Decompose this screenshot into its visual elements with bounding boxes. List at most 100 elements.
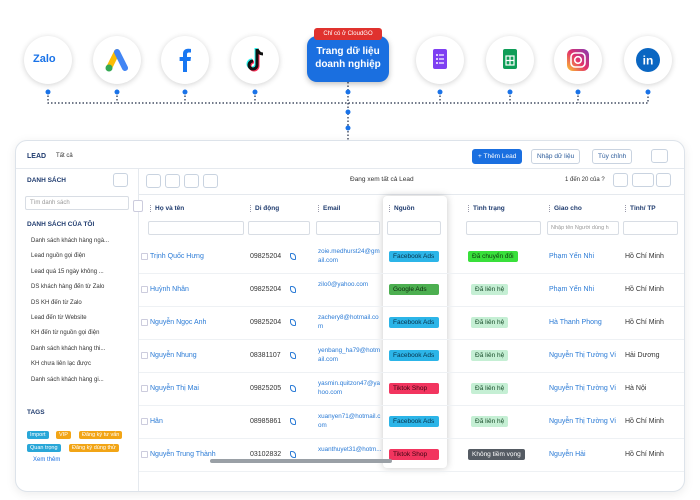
assignee[interactable]: Nguyễn Thị Tường Vi: [549, 385, 616, 392]
sort-handle: [150, 205, 152, 212]
call-icon[interactable]: [290, 352, 296, 359]
list-item[interactable]: Danh sách khách hàng thi...: [31, 345, 106, 352]
source-column-card: [383, 196, 447, 468]
row-action[interactable]: [184, 174, 199, 188]
tag[interactable]: VIP: [56, 431, 71, 439]
list-search[interactable]: Tìm danh sách: [25, 196, 129, 210]
call-icon[interactable]: [290, 286, 296, 293]
row-checkbox[interactable]: [141, 451, 148, 458]
import-button[interactable]: Nhập dữ liệu: [531, 149, 581, 164]
email[interactable]: zilo0@yahoo.com: [318, 281, 369, 288]
pagination: 1 đến 20 của ?: [565, 177, 605, 183]
call-icon[interactable]: [290, 451, 296, 458]
lead-name[interactable]: Huỳnh Nhân: [150, 286, 189, 293]
row-checkbox[interactable]: [141, 319, 148, 326]
row-checkbox[interactable]: [141, 418, 148, 425]
column-header[interactable]: Giao cho: [554, 205, 582, 212]
lead-name[interactable]: Trịnh Quốc Hưng: [150, 253, 204, 260]
list-item[interactable]: KH chưa liên lạc được: [31, 361, 91, 368]
assignee[interactable]: Hà Thanh Phong: [549, 319, 602, 326]
see-more[interactable]: Xem thêm: [33, 457, 61, 463]
sort-handle: [468, 205, 470, 212]
lead-name[interactable]: Hân: [150, 418, 163, 425]
lead-name[interactable]: Nguyễn Trung Thành: [150, 451, 216, 458]
assignee[interactable]: Nguyễn Thị Tường Vi: [549, 352, 616, 359]
assignee[interactable]: Nguyễn Thị Tường Vi: [549, 418, 616, 425]
list-item[interactable]: DS khách hàng đến từ Zalo: [31, 284, 105, 291]
column-filter[interactable]: [387, 221, 441, 235]
list-item[interactable]: DS KH đến từ Zalo: [31, 299, 82, 306]
row-checkbox[interactable]: [141, 352, 148, 359]
column-header[interactable]: Tình trạng: [473, 205, 505, 212]
add-lead-button[interactable]: + Thêm Lead: [472, 149, 523, 164]
assignee-filter-placeholder: Nhập tên Người dùng h: [551, 225, 609, 231]
source-badge: Facebook Ads: [389, 350, 439, 361]
viewing-label: Đang xem tất cả Lead: [350, 176, 414, 183]
email[interactable]: zoie.medhurst24@gmail.com: [318, 248, 380, 264]
column-filter[interactable]: [248, 221, 310, 235]
lead-name[interactable]: Nguyễn Ngọc Anh: [150, 319, 207, 326]
assignee[interactable]: Nguyễn Hải: [549, 451, 586, 458]
lead-name[interactable]: Nguyễn Nhung: [150, 352, 197, 359]
page-nav[interactable]: [613, 173, 628, 187]
list-item[interactable]: KH đến từ nguồn gọi điện: [31, 330, 100, 337]
status-badge: Đã liên hệ: [471, 416, 509, 427]
facebook-icon: [161, 36, 209, 84]
column-header[interactable]: Nguồn: [394, 205, 415, 212]
status-badge: Đã liên hệ: [471, 383, 509, 394]
row-divider: [139, 306, 684, 307]
lead-name[interactable]: Nguyễn Thị Mai: [150, 385, 199, 392]
row-checkbox[interactable]: [141, 286, 148, 293]
tag[interactable]: Đăng ký tư vấn: [79, 431, 123, 439]
row-action[interactable]: [165, 174, 180, 188]
province: Hà Nội: [625, 385, 647, 392]
column-header[interactable]: Email: [323, 205, 341, 212]
tag[interactable]: Đăng ký dùng thử: [69, 444, 119, 452]
page-nav[interactable]: [656, 173, 671, 187]
tag[interactable]: Import: [27, 431, 49, 439]
list-item[interactable]: Lead nguồn gọi điện: [31, 253, 86, 260]
province: Hồ Chí Minh: [625, 451, 664, 458]
province: Hải Dương: [625, 352, 660, 359]
list-item[interactable]: Lead quá 15 ngày không ...: [31, 268, 104, 275]
customize-button[interactable]: Tùy chỉnh: [592, 149, 633, 164]
mobile: 03102832: [250, 451, 282, 458]
column-filter[interactable]: [623, 221, 678, 235]
assignee[interactable]: Phạm Yến Nhi: [549, 286, 595, 293]
sheets-icon: [486, 36, 534, 84]
tag[interactable]: Quan trọng: [27, 444, 61, 452]
assignee[interactable]: Phạm Yến Nhi: [549, 253, 595, 260]
list-item[interactable]: Lead đến từ Website: [31, 315, 87, 321]
call-icon[interactable]: [290, 418, 296, 425]
row-checkbox[interactable]: [141, 253, 148, 260]
row-action[interactable]: [203, 174, 218, 188]
center-box: Trang dữ liệu doanh nghiệp: [307, 36, 389, 82]
list-item[interactable]: Danh sách khách hàng gi...: [31, 376, 104, 383]
column-filter[interactable]: [466, 221, 541, 235]
email[interactable]: xuanyen71@hotmail.com: [318, 413, 381, 429]
column-header[interactable]: Họ và tên: [155, 205, 185, 212]
call-icon[interactable]: [290, 319, 296, 326]
column-filter[interactable]: [148, 221, 244, 235]
my-lists-title: DANH SÁCH CỦA TÔI: [27, 221, 95, 228]
column-header[interactable]: Tỉnh/ TP: [630, 205, 656, 212]
help-button[interactable]: [651, 149, 668, 163]
row-checkbox[interactable]: [141, 385, 148, 392]
province: Hồ Chí Minh: [625, 418, 664, 425]
add-list-button[interactable]: [113, 173, 128, 187]
row-action[interactable]: [146, 174, 161, 188]
email[interactable]: yasmin.quitzon47@yahoo.com: [318, 380, 381, 396]
list-item[interactable]: Danh sách khách hàng ngà...: [31, 238, 110, 244]
email[interactable]: zachery8@hotmail.com: [318, 314, 379, 330]
email[interactable]: yenbang_ha79@hotmail.com: [318, 347, 381, 363]
column-header[interactable]: Di động: [255, 205, 280, 212]
mobile: 09825204: [250, 319, 282, 326]
column-filter[interactable]: [316, 221, 380, 235]
email[interactable]: xuanthuyet31@hotm...: [318, 446, 382, 453]
call-icon[interactable]: [290, 253, 296, 260]
column-filter[interactable]: [547, 221, 619, 235]
page-nav[interactable]: [632, 173, 654, 187]
google-ads-icon: [93, 36, 141, 84]
source-badge: Facebook Ads: [389, 251, 439, 262]
call-icon[interactable]: [290, 385, 296, 392]
